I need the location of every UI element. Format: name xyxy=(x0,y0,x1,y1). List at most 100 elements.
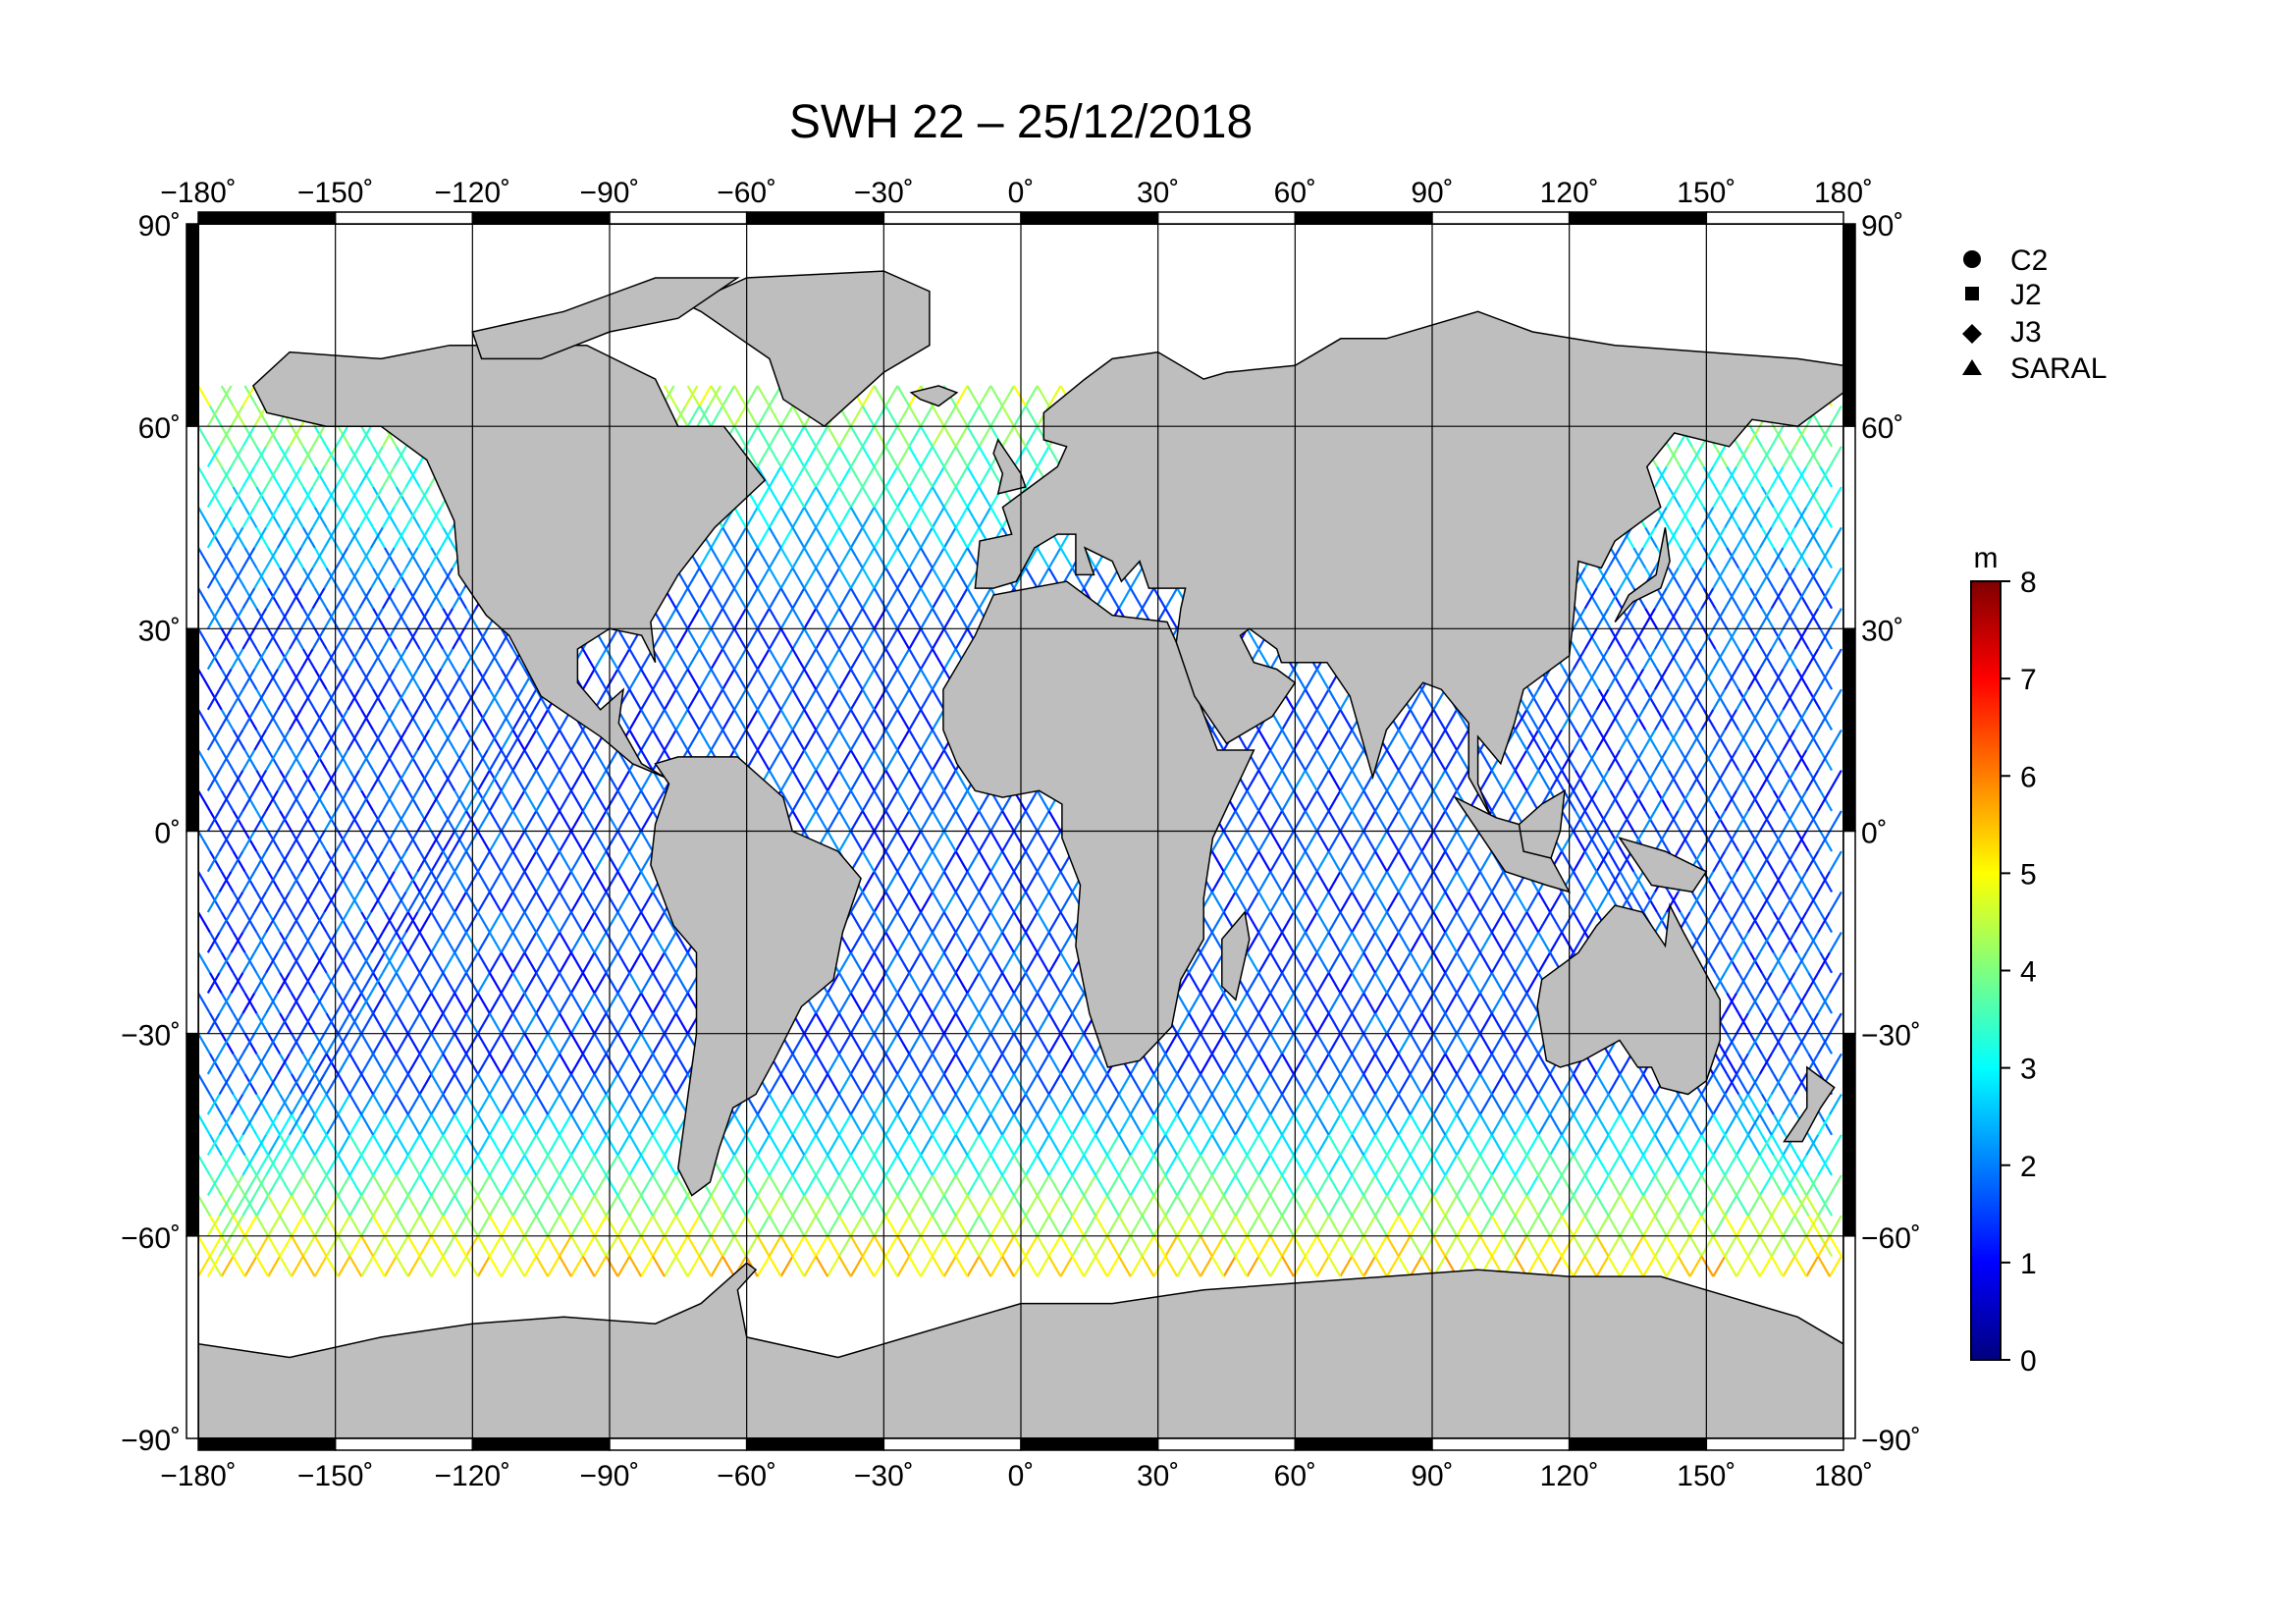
track-segment xyxy=(756,1093,771,1115)
track-segment xyxy=(837,587,852,610)
track-segment xyxy=(476,1235,491,1258)
track-segment xyxy=(1152,1215,1167,1237)
track-segment xyxy=(745,1113,759,1136)
track-segment xyxy=(616,891,631,913)
track-segment xyxy=(861,1154,876,1176)
track-segment xyxy=(896,1012,911,1035)
track-segment xyxy=(1047,911,1062,934)
track-segment xyxy=(1129,1255,1144,1277)
track-segment xyxy=(674,648,689,671)
track-segment xyxy=(511,871,526,893)
track-segment xyxy=(1095,1195,1108,1217)
track-segment xyxy=(301,1235,316,1258)
track-segment xyxy=(779,1093,794,1115)
track-segment xyxy=(616,789,631,812)
track-segment xyxy=(1656,627,1670,650)
track-segment xyxy=(198,1195,211,1217)
track-segment xyxy=(1059,1174,1074,1197)
track-segment xyxy=(954,465,969,488)
track-segment xyxy=(640,830,654,852)
track-segment xyxy=(547,729,561,751)
track-segment xyxy=(406,1093,421,1115)
track-segment xyxy=(1141,1235,1155,1258)
track-segment xyxy=(849,1195,864,1217)
track-segment xyxy=(628,972,643,994)
track-segment xyxy=(523,932,538,953)
track-segment xyxy=(395,1235,409,1258)
track-segment xyxy=(325,1255,340,1277)
track-segment xyxy=(896,891,911,913)
track-segment xyxy=(663,1073,677,1096)
track-segment xyxy=(476,1093,491,1115)
track-segment xyxy=(920,1033,934,1055)
track-segment xyxy=(652,1154,666,1176)
track-segment xyxy=(535,972,550,994)
track-segment xyxy=(559,1012,572,1035)
track-segment xyxy=(372,1093,386,1115)
track-segment xyxy=(1784,446,1798,467)
track-segment xyxy=(1807,932,1822,953)
track-segment xyxy=(291,871,304,893)
track-segment xyxy=(1047,1033,1062,1055)
track-segment xyxy=(255,648,270,671)
track-segment xyxy=(674,951,689,974)
track-segment xyxy=(931,1154,945,1176)
track-segment xyxy=(523,850,538,873)
track-segment xyxy=(896,911,911,934)
track-segment xyxy=(395,992,409,1014)
track-segment xyxy=(593,830,608,852)
track-segment xyxy=(896,932,911,953)
track-segment xyxy=(966,1215,981,1237)
track-segment xyxy=(896,770,911,791)
track-segment xyxy=(791,810,806,833)
track-segment xyxy=(406,465,421,488)
track-segment xyxy=(476,830,491,852)
track-segment xyxy=(500,1053,514,1075)
track-segment xyxy=(430,627,445,650)
track-segment xyxy=(291,1113,304,1136)
track-segment xyxy=(488,1195,503,1217)
track-segment xyxy=(383,1174,398,1197)
track-segment xyxy=(605,1093,619,1115)
track-segment xyxy=(1737,446,1751,467)
track-segment xyxy=(1679,669,1693,690)
track-segment xyxy=(348,932,363,953)
track-segment xyxy=(1222,1053,1237,1075)
track-segment xyxy=(686,648,701,671)
track-segment xyxy=(1024,1255,1039,1277)
track-segment xyxy=(581,1033,596,1055)
track-segment xyxy=(547,871,561,893)
track-segment xyxy=(768,1215,782,1237)
track-segment xyxy=(488,830,503,852)
track-segment xyxy=(1013,1053,1027,1075)
track-segment xyxy=(232,770,246,791)
track-segment xyxy=(815,627,829,650)
track-segment xyxy=(395,688,409,711)
track-segment xyxy=(523,891,538,913)
track-segment xyxy=(1726,1073,1740,1096)
track-segment xyxy=(208,850,223,873)
track-segment xyxy=(884,932,899,953)
track-segment xyxy=(430,749,445,772)
track-segment xyxy=(698,567,713,589)
track-segment xyxy=(454,1134,467,1156)
track-segment xyxy=(279,526,293,549)
track-segment xyxy=(861,1215,876,1237)
track-segment xyxy=(442,951,456,974)
track-segment xyxy=(768,770,782,791)
track-segment xyxy=(220,547,235,569)
track-segment xyxy=(663,1255,677,1277)
track-segment xyxy=(337,1113,351,1136)
track-segment xyxy=(569,1053,584,1075)
track-segment xyxy=(908,951,922,974)
track-segment xyxy=(791,547,806,569)
track-segment xyxy=(383,1073,398,1096)
track-segment xyxy=(313,507,328,528)
track-segment xyxy=(581,770,596,791)
track-segment xyxy=(1339,891,1354,913)
track-segment xyxy=(1644,729,1659,751)
track-segment xyxy=(476,1012,491,1035)
track-segment xyxy=(896,810,911,833)
track-segment xyxy=(301,1012,316,1035)
track-segment xyxy=(360,871,375,893)
